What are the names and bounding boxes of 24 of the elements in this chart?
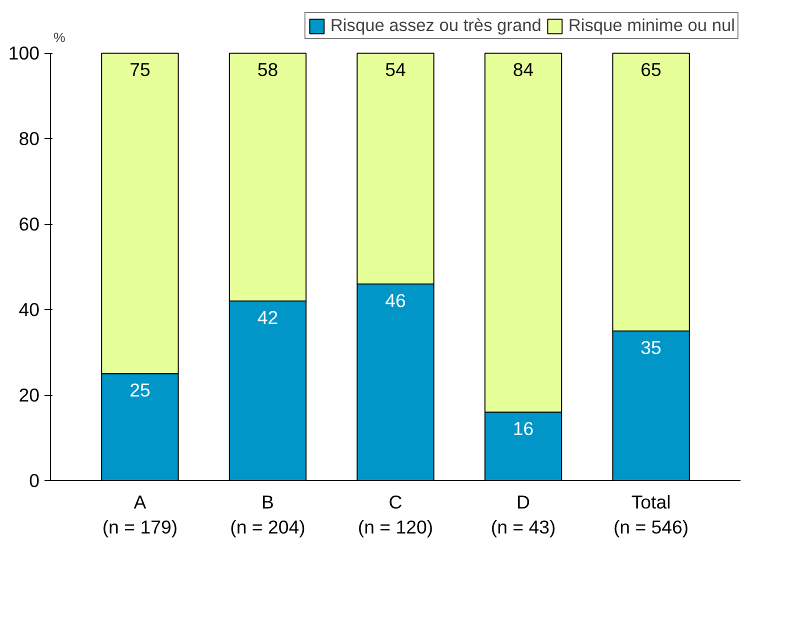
x-tick-label: A (n = 179) <box>102 492 178 538</box>
data-label: 35 <box>640 336 662 358</box>
data-label: 25 <box>130 380 150 401</box>
x-tick-label: Total (n = 546) <box>613 492 689 538</box>
y-tick-label: 80 <box>18 128 40 150</box>
y-tick-label: 0 <box>29 470 40 491</box>
legend-label: Risque assez ou très grand <box>330 15 542 36</box>
data-label: 46 <box>385 290 406 311</box>
x-tick-label: D (n = 43) <box>490 492 556 538</box>
data-label: 84 <box>512 59 534 80</box>
y-tick-label: 60 <box>18 214 40 235</box>
y-tick-label: 40 <box>18 299 40 320</box>
x-tick-label: B (n = 204) <box>230 492 306 538</box>
y-tick-label: 20 <box>18 384 40 406</box>
y-axis-title: % <box>54 30 66 46</box>
y-tick-label: 100 <box>8 42 40 64</box>
data-label: 16 <box>512 418 534 440</box>
legend-label: Risque minime ou nul <box>568 15 735 36</box>
data-label: 42 <box>257 307 278 328</box>
x-tick-label: C (n = 120) <box>358 492 434 538</box>
data-label: 58 <box>257 59 278 80</box>
data-label: 54 <box>385 59 406 80</box>
data-label: 65 <box>640 59 662 80</box>
data-label: 75 <box>130 59 150 80</box>
